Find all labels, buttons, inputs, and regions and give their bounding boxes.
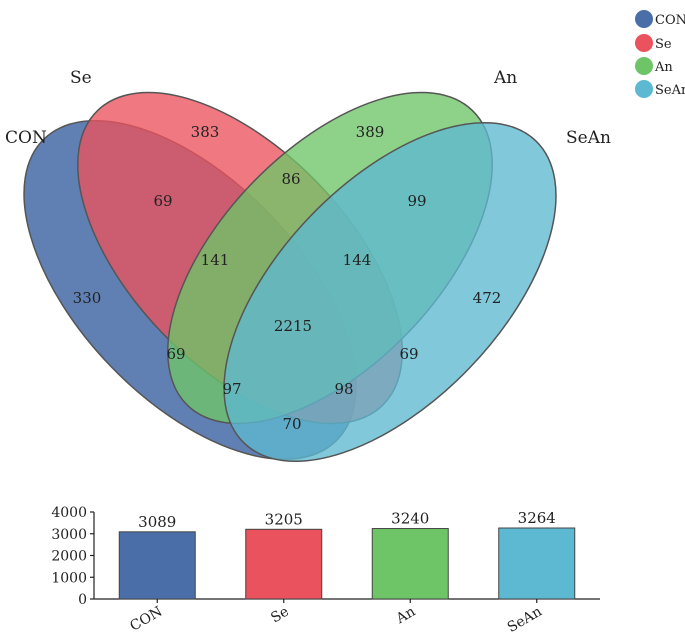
legend-label-con: CON: [655, 13, 685, 28]
bar-se: [245, 528, 323, 600]
y-tick-label: 3000: [51, 527, 87, 543]
region-an-sean: 99: [407, 192, 426, 210]
bar-value-label: 3240: [391, 510, 429, 528]
y-tick-label: 0: [78, 592, 87, 608]
region-con-only: 330: [73, 289, 102, 307]
region-an-only: 389: [356, 123, 385, 141]
legend-swatch-an: [635, 57, 653, 75]
venn-diagram: [23, 91, 557, 463]
set-label-se: Se: [70, 68, 92, 88]
y-tick-label: 1000: [51, 570, 87, 586]
legend-label-sean: SeAn: [655, 83, 685, 98]
bar-con: [118, 531, 196, 600]
set-label-con: CON: [5, 128, 47, 148]
bar-value-label: 3205: [265, 510, 303, 528]
bar-chart: 0 1000 2000 3000 4000 3089 CON 3205 Se 3240 An 326…: [51, 505, 600, 636]
region-sean-only: 472: [473, 289, 502, 307]
bar-value-label: 3089: [138, 513, 176, 531]
x-tick-label: SeAn: [505, 604, 545, 636]
venn-ellipse-sean: [223, 121, 557, 463]
region-con-an-sean: 97: [222, 380, 241, 398]
region-con-an: 69: [166, 345, 185, 363]
region-con-se-an: 141: [201, 251, 230, 269]
legend-label-se: Se: [655, 37, 672, 52]
x-tick-label: Se: [268, 604, 291, 627]
region-se-an-sean: 144: [343, 251, 372, 269]
region-se-an: 86: [281, 170, 300, 188]
region-se-sean: 69: [399, 345, 418, 363]
region-con-se: 69: [153, 192, 172, 210]
legend-label-an: An: [654, 60, 673, 75]
region-con-sean: 70: [282, 415, 301, 433]
bar-sean: [498, 527, 576, 600]
legend-swatch-con: [635, 10, 653, 28]
bar-value-label: 3264: [518, 509, 556, 527]
legend: CON Se An SeAn: [635, 10, 685, 98]
bar-an: [371, 528, 449, 600]
y-tick-label: 2000: [51, 549, 87, 565]
x-tick-label: An: [393, 604, 418, 628]
region-con-se-sean: 98: [334, 380, 353, 398]
set-label-an: An: [493, 68, 517, 88]
legend-swatch-se: [635, 34, 653, 52]
y-tick-label: 4000: [51, 505, 87, 521]
legend-swatch-sean: [635, 80, 653, 98]
region-se-only: 383: [191, 123, 220, 141]
set-label-sean: SeAn: [566, 128, 611, 148]
region-all: 2215: [274, 317, 312, 335]
x-tick-label: CON: [127, 604, 165, 635]
